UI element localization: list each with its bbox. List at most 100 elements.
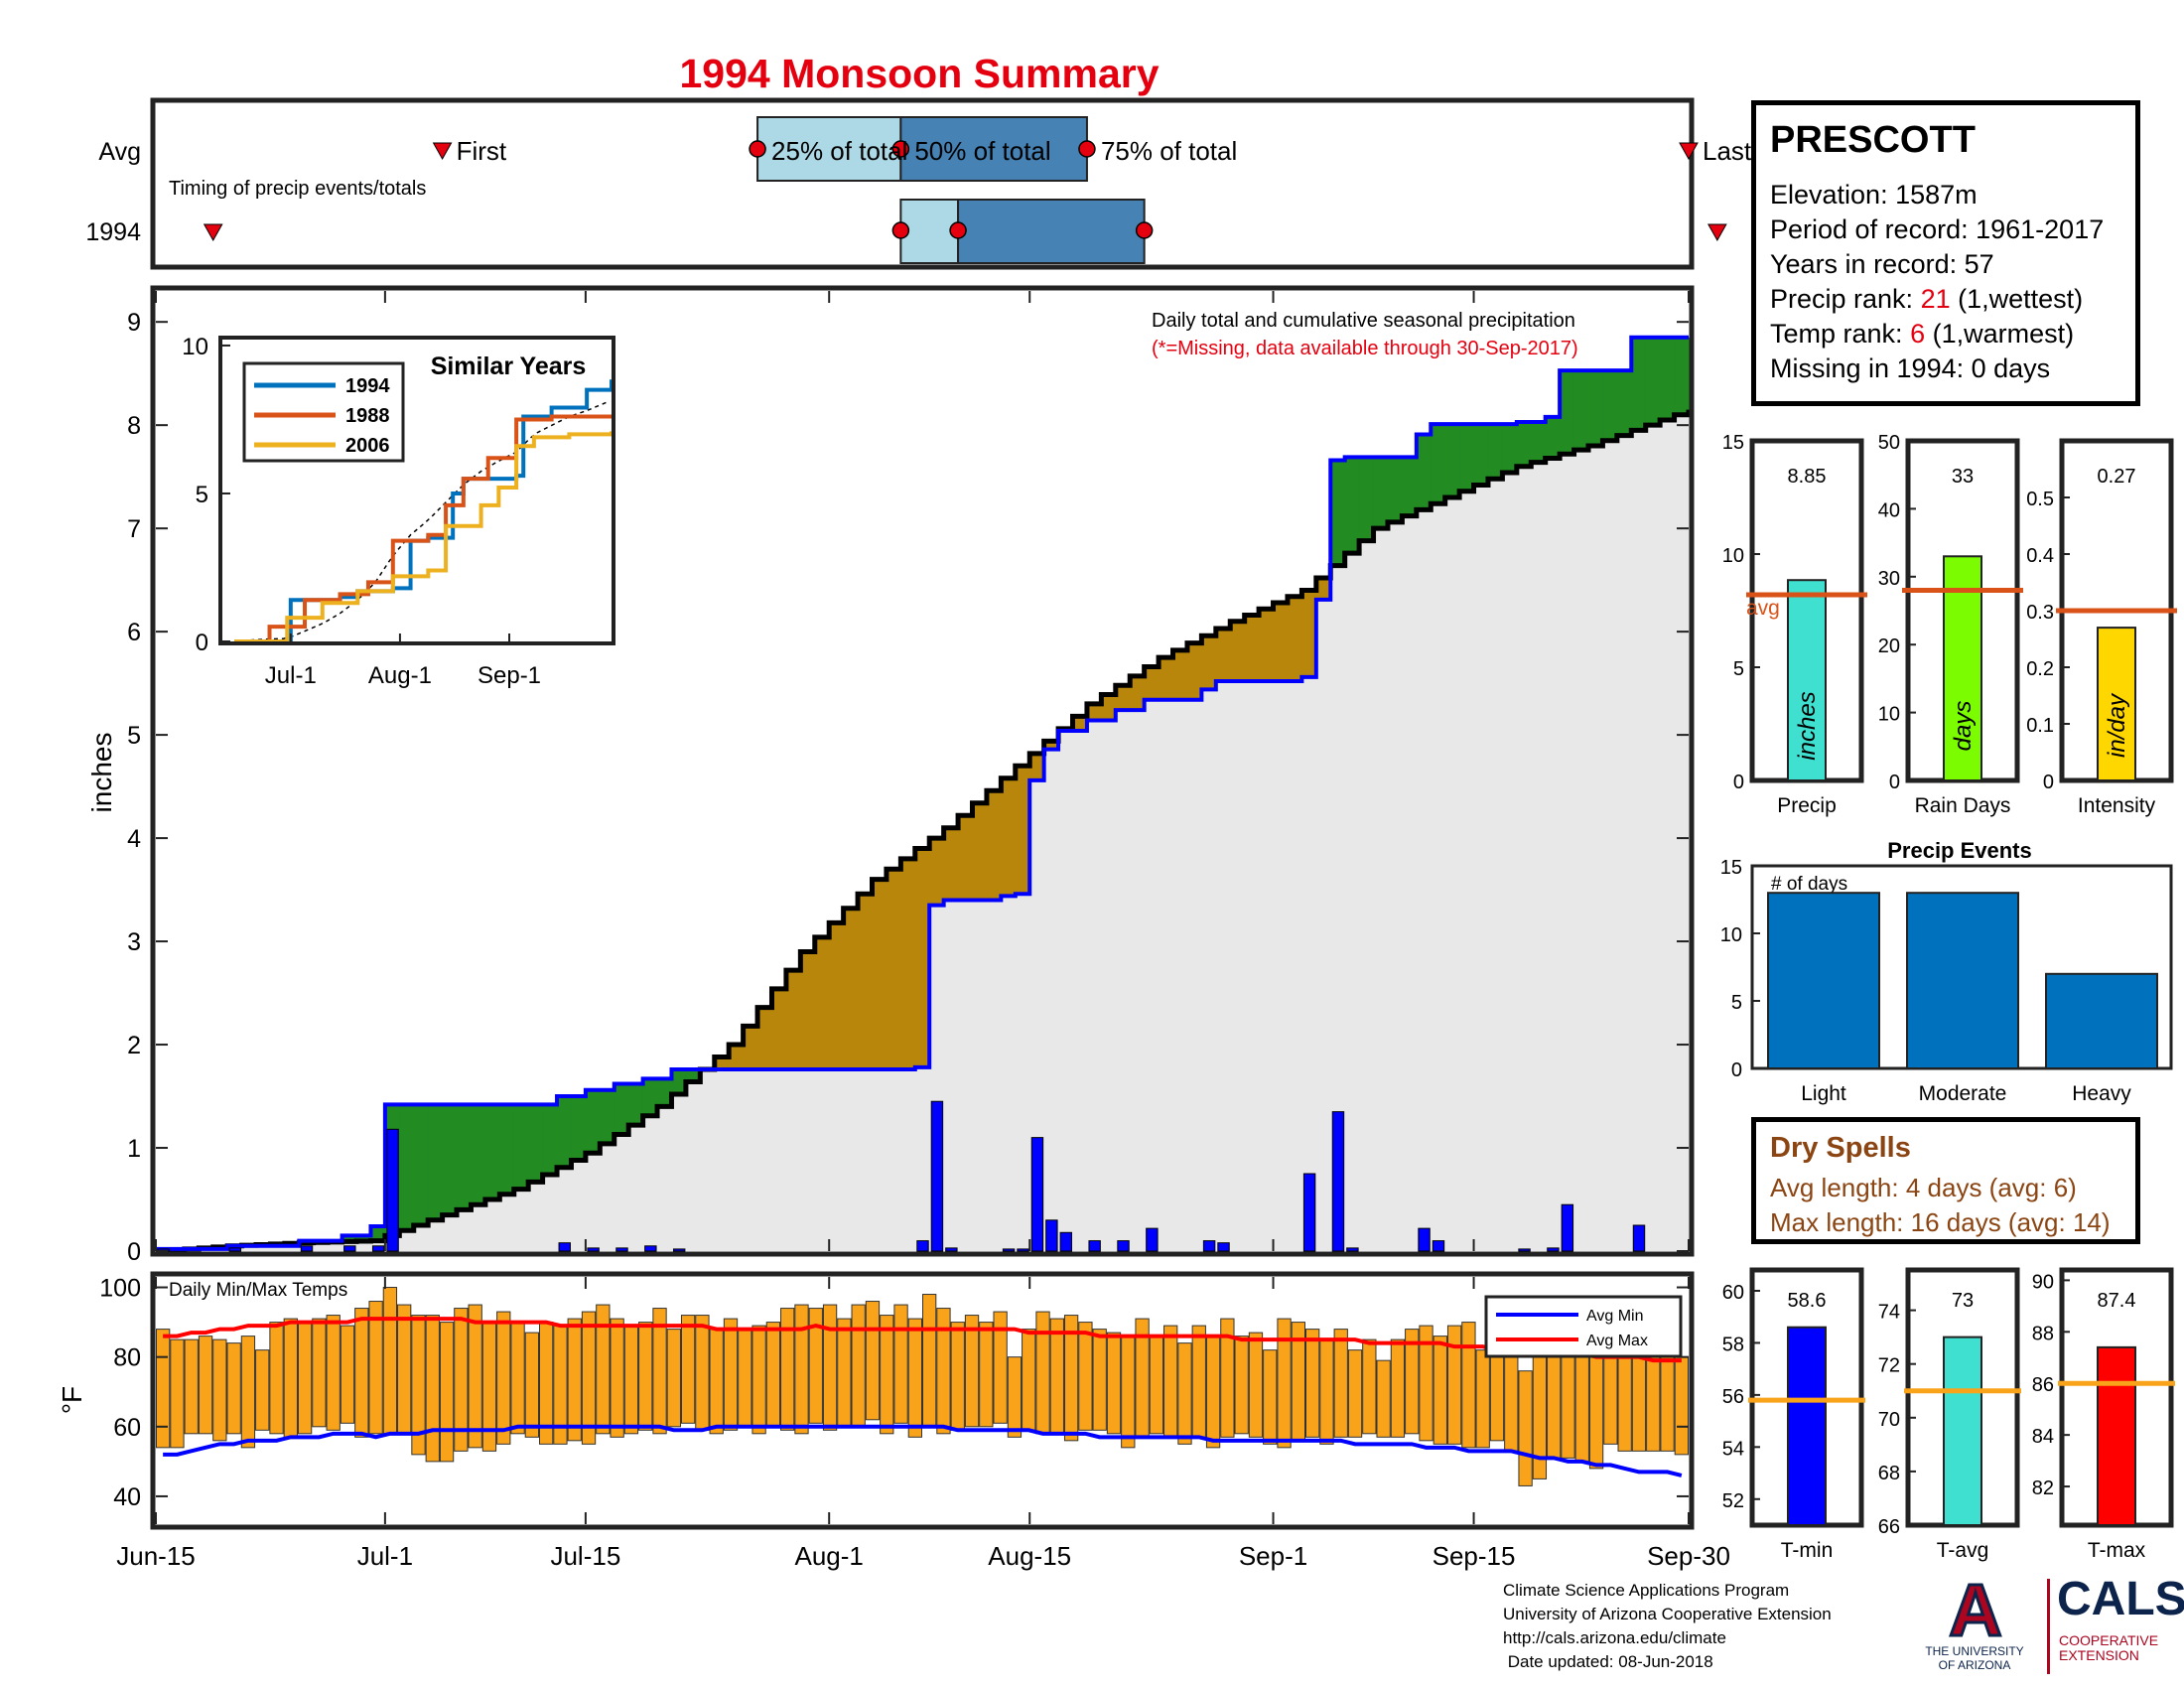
summary-y-tick-label: 0 bbox=[1889, 772, 1900, 793]
daily-precip-bar bbox=[1017, 1248, 1029, 1252]
avg-q2-box bbox=[899, 116, 1088, 182]
cumulative-base-fill bbox=[1344, 553, 1360, 1251]
summary-panel-label: Intensity bbox=[2078, 794, 2156, 817]
daily-temp-bar bbox=[312, 1318, 327, 1428]
inset-y-tick-label: 0 bbox=[196, 630, 208, 656]
cumulative-base-fill bbox=[1573, 450, 1589, 1251]
y-tick-label: 7 bbox=[127, 515, 141, 543]
above-average-fill bbox=[1674, 337, 1690, 415]
cumulative-base-fill bbox=[1616, 435, 1632, 1251]
temp-panel-y-tick-label: 72 bbox=[1878, 1355, 1900, 1377]
similar-years-legend: 1994 1988 2006 bbox=[242, 361, 405, 463]
daily-temp-bar bbox=[880, 1315, 894, 1435]
daily-precip-bar bbox=[1302, 1173, 1316, 1252]
daily-temp-bar bbox=[468, 1304, 482, 1449]
precip-events-panel: Precip Events # of days 0 5 10 15 Light Moder… bbox=[1720, 838, 2173, 1105]
daily-temp-bar bbox=[382, 1287, 398, 1435]
cumulative-base-fill bbox=[1001, 896, 1017, 1251]
summary-y-tick-label: 0.4 bbox=[2026, 545, 2054, 567]
daily-precip-bar bbox=[386, 1128, 399, 1252]
daily-temp-bar bbox=[269, 1322, 284, 1435]
cumulative-base-fill bbox=[1487, 479, 1504, 1252]
y-tick-label: 0 bbox=[127, 1238, 141, 1266]
cumulative-base-fill bbox=[1086, 720, 1102, 1251]
above-average-fill bbox=[585, 1089, 601, 1154]
year-last-marker bbox=[1707, 223, 1727, 242]
cumulative-base-fill bbox=[671, 1093, 687, 1251]
station-years: Years in record: 57 bbox=[1770, 249, 1994, 279]
temp-panel-label: T-max bbox=[2088, 1539, 2146, 1562]
above-average-fill bbox=[1645, 337, 1661, 426]
above-average-fill bbox=[1616, 370, 1632, 436]
daily-temp-bar bbox=[439, 1322, 455, 1463]
cumulative-base-fill bbox=[471, 1204, 486, 1251]
ua-logo-letter: A bbox=[1949, 1574, 2001, 1643]
daily-temp-bar bbox=[695, 1315, 710, 1431]
events-y-tick-label: 15 bbox=[1720, 857, 1742, 879]
daily-temp-bar bbox=[780, 1308, 795, 1431]
summary-panel-label: Precip bbox=[1777, 794, 1837, 817]
summary-unit-label: inches bbox=[1794, 691, 1821, 760]
temp-panel-y-tick-label: 54 bbox=[1722, 1438, 1744, 1460]
cumulative-average-line bbox=[156, 409, 1692, 1254]
cumulative-base-fill bbox=[1215, 681, 1231, 1251]
daily-temp-bar bbox=[723, 1318, 739, 1431]
events-y-tick-label: 5 bbox=[1731, 992, 1742, 1014]
above-average-fill bbox=[685, 1068, 701, 1082]
cumulative-base-fill bbox=[1431, 503, 1446, 1252]
daily-precip-bar bbox=[343, 1245, 356, 1252]
temp-panel-y-tick-label: 52 bbox=[1722, 1490, 1744, 1512]
temps-ylabel: °F bbox=[57, 1386, 87, 1414]
daily-precip-bar bbox=[558, 1242, 571, 1252]
cumulative-base-fill bbox=[256, 1245, 272, 1251]
cumulative-base-fill bbox=[986, 900, 1002, 1251]
credit-line: Climate Science Applications Program bbox=[1503, 1581, 1790, 1600]
inset-series-1994 bbox=[234, 379, 614, 643]
daily-temp-bar bbox=[1362, 1338, 1377, 1435]
above-average-fill bbox=[370, 1226, 386, 1241]
cumulative-base-fill bbox=[1330, 565, 1346, 1251]
temps-plot-area bbox=[156, 1277, 1690, 1524]
below-average-fill bbox=[1172, 649, 1188, 700]
daily-temp-bar bbox=[1163, 1325, 1178, 1438]
temps-chart: 40 60 80 100 Jun-15 Jul-1 Jul-15 Aug-1 Aug-15 Sep… bbox=[57, 1271, 1730, 1571]
daily-temp-bar bbox=[354, 1308, 369, 1438]
precip-ylabel: inches bbox=[86, 733, 117, 813]
events-bar bbox=[2045, 972, 2158, 1069]
above-average-fill bbox=[1516, 422, 1532, 467]
temp-rank-label: Temp rank: bbox=[1770, 319, 1911, 349]
daily-temp-bar bbox=[851, 1304, 866, 1428]
daily-temp-bar bbox=[397, 1304, 412, 1435]
year-p25-marker bbox=[891, 221, 910, 239]
precip-axes: 0 1 2 3 4 5 6 7 8 9 bbox=[127, 291, 1690, 1266]
daily-precip-bar bbox=[1217, 1242, 1230, 1252]
daily-temp-bar bbox=[936, 1308, 951, 1435]
avg-label: avg bbox=[1746, 597, 1780, 620]
events-y-tick-label: 10 bbox=[1720, 924, 1742, 946]
summary-bar bbox=[1943, 555, 1982, 782]
cumulative-base-fill bbox=[1459, 491, 1475, 1252]
cumulative-base-fill bbox=[1015, 894, 1030, 1251]
below-average-fill bbox=[729, 1045, 745, 1069]
daily-temp-bar bbox=[596, 1304, 611, 1435]
below-average-fill bbox=[1029, 753, 1045, 780]
timing-subtitle: Timing of precip events/totals bbox=[169, 178, 426, 200]
daily-precip-bar bbox=[672, 1248, 686, 1252]
cumulative-base-fill bbox=[600, 1143, 615, 1251]
below-average-fill bbox=[1230, 621, 1246, 682]
above-average-fill bbox=[341, 1235, 357, 1242]
temp-panel-label: T-avg bbox=[1937, 1539, 1989, 1562]
p50-label: 50% of total bbox=[914, 136, 1050, 166]
daily-precip-bar bbox=[1518, 1248, 1531, 1252]
daily-precip-bar bbox=[1547, 1247, 1560, 1252]
temp-panel-label: T-min bbox=[1781, 1539, 1834, 1562]
cumulative-base-fill bbox=[1387, 521, 1404, 1251]
temp-rank: Temp rank: 6 (1,warmest) bbox=[1770, 317, 2121, 352]
below-average-fill bbox=[1315, 578, 1331, 600]
daily-temp-bar bbox=[808, 1308, 823, 1424]
below-average-fill bbox=[1287, 596, 1302, 682]
cumulative-base-fill bbox=[399, 1230, 415, 1251]
cumulative-base-fill bbox=[356, 1241, 372, 1251]
y-tick-label: 6 bbox=[127, 619, 141, 646]
daily-temp-bar bbox=[524, 1332, 539, 1438]
